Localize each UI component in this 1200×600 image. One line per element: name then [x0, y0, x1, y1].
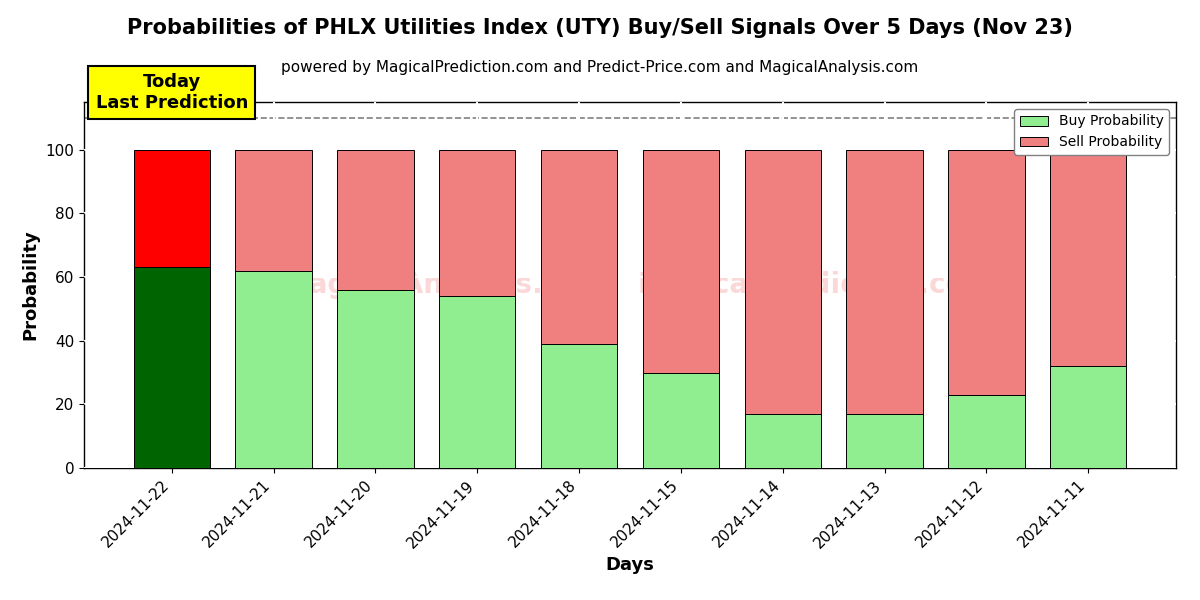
Bar: [235, 271, 312, 468]
Bar: [337, 290, 414, 468]
Bar: [235, 150, 312, 271]
Bar: [744, 414, 821, 468]
Bar: [541, 150, 617, 344]
Bar: [133, 268, 210, 468]
Bar: [541, 344, 617, 468]
Bar: [846, 414, 923, 468]
Bar: [948, 395, 1025, 468]
X-axis label: Days: Days: [606, 556, 654, 574]
Text: powered by MagicalPrediction.com and Predict-Price.com and MagicalAnalysis.com: powered by MagicalPrediction.com and Pre…: [281, 60, 919, 75]
Bar: [133, 150, 210, 268]
Bar: [337, 150, 414, 290]
Text: Probabilities of PHLX Utilities Index (UTY) Buy/Sell Signals Over 5 Days (Nov 23: Probabilities of PHLX Utilities Index (U…: [127, 18, 1073, 38]
Bar: [1050, 366, 1127, 468]
Y-axis label: Probability: Probability: [22, 230, 40, 340]
Text: Today
Last Prediction: Today Last Prediction: [96, 73, 248, 112]
Text: MagicalPrediction.com: MagicalPrediction.com: [637, 271, 994, 299]
Bar: [643, 150, 719, 373]
Text: MagicalAnalysis.com: MagicalAnalysis.com: [281, 271, 607, 299]
Bar: [744, 150, 821, 414]
Bar: [439, 150, 516, 296]
Bar: [439, 296, 516, 468]
Bar: [643, 373, 719, 468]
Legend: Buy Probability, Sell Probability: Buy Probability, Sell Probability: [1014, 109, 1169, 155]
Bar: [1050, 150, 1127, 366]
Bar: [846, 150, 923, 414]
Bar: [948, 150, 1025, 395]
